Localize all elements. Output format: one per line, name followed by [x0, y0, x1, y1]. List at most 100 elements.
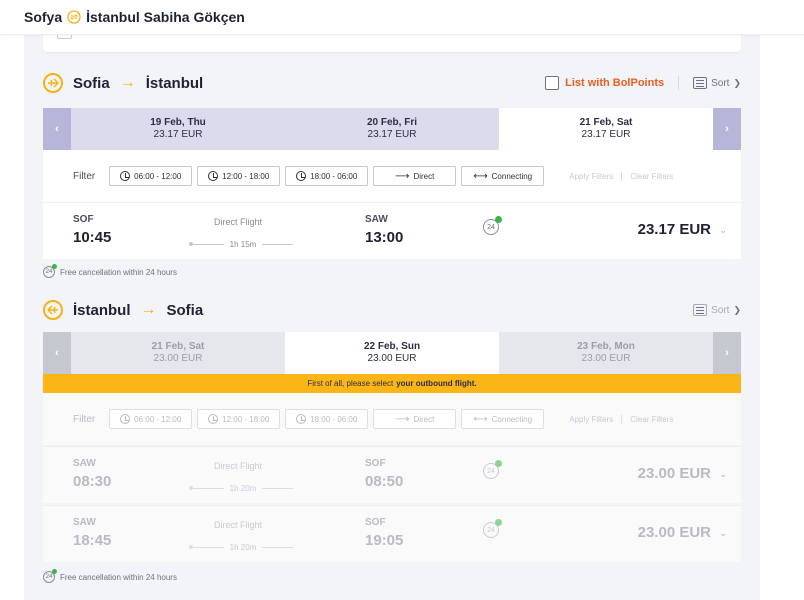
departure-time: 08:30 — [73, 473, 112, 490]
flight-price: 23.00 EUR — [637, 524, 711, 541]
outbound-to: İstanbul — [145, 74, 204, 92]
arrow-right-icon: ⟶ — [395, 170, 410, 182]
sort-label: Sort — [711, 304, 730, 316]
clock-icon — [296, 414, 307, 424]
free-cancel-24-icon: 24 — [43, 264, 57, 278]
date-tab[interactable]: 21 Feb, Sat 23.00 EUR — [71, 332, 285, 374]
filter-text: Connecting — [491, 414, 533, 424]
list-with-bolpoints-checkbox[interactable]: List with BolPoints — [545, 76, 664, 90]
filter-connecting[interactable]: ⟷ Connecting — [461, 409, 545, 429]
outbound-sort-button[interactable]: Sort ❯ — [693, 77, 741, 89]
route-header: Sofya İstanbul Sabiha Gökçen — [0, 0, 804, 35]
flight-type: Direct Flight — [213, 520, 262, 530]
origin-city: Sofya — [24, 9, 63, 25]
arrow-right-icon: → — [119, 74, 136, 91]
outbound-header: Sofia → İstanbul List with BolPoints Sor… — [43, 69, 741, 97]
date-tab[interactable]: 19 Feb, Thu 23.17 EUR — [71, 108, 285, 150]
sort-label: Sort — [711, 77, 730, 89]
prev-date-button[interactable]: ‹ — [43, 332, 71, 374]
departure-time: 10:45 — [73, 229, 112, 246]
date-tab[interactable]: 23 Feb, Mon 23.00 EUR — [499, 332, 713, 374]
departure-airport: SOF — [73, 214, 94, 225]
duration-line: 1h 20m — [189, 542, 293, 552]
free-cancellation-note: 24 Free cancellation within 24 hours — [43, 264, 177, 278]
flight-duration: 1h 20m — [229, 542, 257, 552]
arrival-airport: SAW — [365, 214, 388, 225]
filter-time-night[interactable]: 18:00 - 06:00 — [285, 409, 369, 429]
filter-direct[interactable]: ⟶ Direct — [373, 166, 457, 186]
chevron-down-icon[interactable]: ⌄ — [719, 225, 727, 235]
flight-row[interactable]: SOF 10:45 Direct Flight 1h 15m SAW 13:00… — [43, 202, 741, 259]
free-cancel-24-icon: 24 — [483, 216, 502, 235]
flight-row[interactable]: SAW 08:30 Direct Flight 1h 20m SOF 08:50… — [43, 446, 741, 503]
flight-price: 23.17 EUR — [637, 221, 711, 238]
date-price: 23.00 EUR — [581, 353, 631, 364]
filter-text: 06:00 - 12:00 — [134, 414, 182, 424]
results-panel: Sofia → İstanbul List with BolPoints Sor… — [24, 31, 760, 600]
apply-filters-button[interactable]: Apply Filters — [569, 414, 614, 424]
filter-time-night[interactable]: 18:00 - 06:00 — [285, 166, 369, 186]
checkbox-icon[interactable] — [545, 76, 560, 90]
date-price: 23.17 EUR — [153, 129, 203, 140]
flight-duration: 1h 15m — [229, 239, 257, 249]
apply-filters-button[interactable]: Apply Filters — [569, 171, 614, 181]
banner-text: First of all, please select — [307, 379, 394, 388]
flight-row[interactable]: SAW 18:45 Direct Flight 1h 20m SOF 19:05… — [43, 505, 741, 562]
filter-time-morning[interactable]: 06:00 - 12:00 — [109, 166, 193, 186]
departure-time: 18:45 — [73, 532, 112, 549]
free-cancel-text: Free cancellation within 24 hours — [60, 572, 177, 582]
chevron-down-icon: ❯ — [733, 77, 741, 88]
date-tab[interactable]: 20 Feb, Fri 23.17 EUR — [285, 108, 499, 150]
clock-icon — [208, 414, 219, 424]
return-date-tabs: ‹ 21 Feb, Sat 23.00 EUR 22 Feb, Sun 23.0… — [43, 332, 741, 374]
clock-icon — [208, 171, 219, 181]
filter-text: Direct — [413, 171, 435, 181]
filter-connecting[interactable]: ⟷ Connecting — [461, 166, 545, 186]
departure-airport: SAW — [73, 458, 96, 469]
clock-icon — [120, 414, 131, 424]
filter-time-afternoon[interactable]: 12:00 - 18:00 — [197, 409, 281, 429]
free-cancel-text: Free cancellation within 24 hours — [60, 267, 177, 277]
arrival-airport: SOF — [365, 458, 386, 469]
flight-price: 23.00 EUR — [637, 465, 711, 482]
chevron-down-icon: ❯ — [733, 304, 741, 315]
next-date-button[interactable]: › — [713, 332, 741, 374]
chevron-down-icon[interactable]: ⌄ — [719, 469, 727, 479]
clear-filters-button[interactable]: Clear Filters — [621, 414, 673, 424]
return-header: İstanbul → Sofia Sort ❯ — [43, 296, 741, 324]
filter-time-morning[interactable]: 06:00 - 12:00 — [109, 409, 193, 429]
date-price: 23.00 EUR — [153, 353, 203, 364]
banner-bold-text: your outbound flight. — [396, 379, 477, 388]
swap-icon — [67, 10, 81, 24]
filter-text: 18:00 - 06:00 — [310, 171, 358, 181]
arrow-right-icon: ⟶ — [395, 413, 410, 425]
filter-direct[interactable]: ⟶ Direct — [373, 409, 457, 429]
arrival-time: 19:05 — [365, 532, 404, 549]
filter-text: 12:00 - 18:00 — [222, 171, 270, 181]
badge-24-text: 24 — [487, 223, 495, 231]
next-date-button[interactable]: › — [713, 108, 741, 150]
arrow-right-icon: → — [140, 301, 157, 318]
arrival-airport: SOF — [365, 517, 386, 528]
sort-icon — [693, 77, 708, 89]
date-price: 23.17 EUR — [367, 129, 417, 140]
return-sort-button[interactable]: Sort ❯ — [693, 304, 741, 316]
duration-line: 1h 20m — [189, 483, 293, 493]
bolpoints-label: List with BolPoints — [565, 77, 665, 89]
date-tab-selected[interactable]: 21 Feb, Sat 23.17 EUR — [499, 108, 713, 150]
arrival-time: 08:50 — [365, 473, 404, 490]
flight-type: Direct Flight — [213, 461, 262, 471]
filter-text: Connecting — [491, 171, 533, 181]
departure-plane-icon — [43, 73, 63, 93]
clear-filters-button[interactable]: Clear Filters — [621, 171, 673, 181]
prev-date-button[interactable]: ‹ — [43, 108, 71, 150]
chevron-down-icon[interactable]: ⌄ — [719, 528, 727, 538]
filter-text: 06:00 - 12:00 — [134, 171, 182, 181]
date-tab-selected[interactable]: 22 Feb, Sun 23.00 EUR — [285, 332, 499, 374]
filter-text: Direct — [413, 414, 435, 424]
filter-time-afternoon[interactable]: 12:00 - 18:00 — [197, 166, 281, 186]
free-cancel-24-icon: 24 — [483, 519, 502, 538]
duration-line: 1h 15m — [189, 239, 293, 249]
date-price: 23.17 EUR — [581, 129, 631, 140]
free-cancel-24-icon: 24 — [43, 569, 57, 583]
